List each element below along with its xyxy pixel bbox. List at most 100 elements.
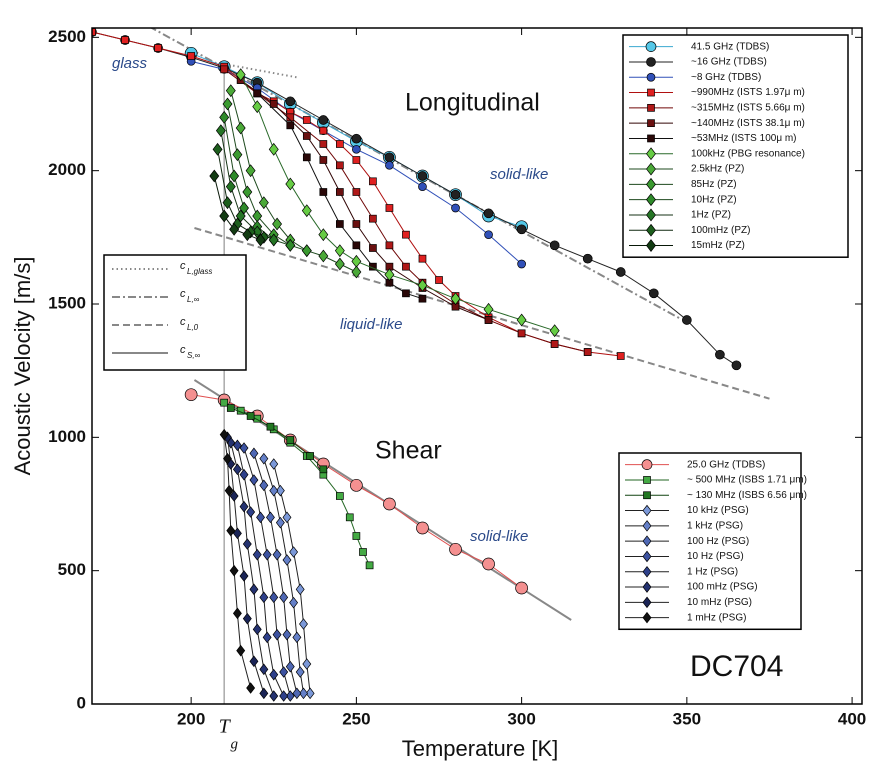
marker [302, 153, 311, 162]
legend-marker [642, 535, 652, 547]
legend-box [622, 34, 849, 258]
marker [286, 121, 295, 130]
marker [239, 570, 249, 582]
marker [229, 169, 240, 183]
marker [352, 220, 361, 228]
legend-label: c [180, 288, 186, 300]
marker [219, 110, 230, 124]
legend-label: ~ 500 MHz (ISBS 1.71 μm) [687, 475, 807, 486]
legend-label: L,glass [187, 267, 212, 276]
y-tick-label: 2500 [48, 27, 86, 46]
marker [275, 484, 285, 497]
marker [301, 244, 312, 258]
marker [549, 240, 560, 251]
legend-marker [646, 208, 656, 222]
marker [232, 607, 242, 620]
tg-label: T [219, 716, 232, 738]
annotation: solid-like [490, 166, 548, 183]
legend-label: 1Hz (PZ) [691, 210, 731, 221]
marker [286, 436, 295, 444]
marker [235, 121, 246, 135]
marker [224, 484, 234, 497]
marker [286, 113, 295, 122]
marker [219, 428, 229, 441]
marker [615, 267, 626, 277]
marker [418, 182, 427, 192]
marker [285, 177, 296, 191]
x-tick-label: 350 [673, 709, 701, 728]
marker [242, 228, 253, 242]
marker [222, 97, 233, 111]
marker [255, 233, 266, 247]
legend-marker [647, 119, 655, 128]
legend-marker [642, 550, 652, 563]
legend-marker [647, 88, 655, 97]
marker [121, 36, 129, 44]
y-tick-label: 1000 [48, 427, 86, 446]
marker [336, 220, 344, 228]
legend-marker [646, 57, 656, 67]
marker [306, 452, 314, 460]
annotation: glass [112, 55, 148, 72]
marker [223, 452, 232, 465]
legend-marker [642, 596, 652, 609]
marker [252, 100, 263, 114]
marker [225, 84, 236, 98]
marker [236, 644, 246, 657]
marker [385, 204, 394, 212]
marker [516, 313, 527, 327]
marker [302, 116, 311, 124]
series-line [230, 407, 324, 470]
series-line [263, 458, 304, 694]
series-line [92, 31, 621, 357]
marker [517, 259, 526, 269]
legend-label: ~315MHz (ISTS 5.66μ m) [691, 102, 805, 113]
marker [302, 132, 311, 140]
marker [269, 690, 279, 702]
annotation: solid-like [470, 528, 528, 545]
marker [516, 224, 527, 235]
marker [418, 254, 427, 263]
marker [187, 52, 195, 60]
legend-marker [646, 193, 656, 207]
marker [285, 660, 295, 673]
marker [268, 142, 279, 156]
marker [449, 542, 462, 556]
marker [450, 292, 461, 306]
y-axis-label: Acoustic Velocity [m/s] [10, 257, 35, 476]
marker [232, 148, 243, 162]
marker [336, 492, 344, 500]
legend-marker [642, 581, 652, 593]
series-line [253, 453, 298, 694]
marker [417, 171, 428, 181]
legend-label: 15mHz (PZ) [691, 240, 745, 251]
marker [302, 658, 312, 670]
marker [272, 217, 283, 231]
marker [319, 140, 328, 148]
marker [385, 241, 394, 250]
marker [209, 169, 220, 183]
marker [285, 96, 296, 107]
marker [242, 612, 252, 625]
marker [483, 302, 494, 316]
marker [184, 388, 198, 402]
legend: 41.5 GHz (TDBS) ~16 GHz (TDBS) ~8 GHz (TDB… [622, 34, 849, 258]
marker [259, 687, 269, 700]
legend-label: ~ 130 MHz (ISBS 6.56 μm) [687, 490, 807, 501]
marker [384, 152, 395, 163]
legend-label: 10 mHz (PSG) [687, 597, 752, 608]
legend-label: 1 mHz (PSG) [687, 612, 746, 623]
marker [352, 532, 361, 540]
marker [239, 500, 249, 513]
marker [334, 257, 345, 271]
legend-label: c [180, 344, 186, 356]
marker [235, 68, 246, 82]
marker [515, 581, 528, 595]
marker [239, 442, 249, 454]
plot-area [92, 28, 770, 704]
marker [450, 189, 461, 200]
marker [269, 458, 279, 470]
marker [256, 511, 265, 524]
legend-marker [642, 520, 652, 532]
